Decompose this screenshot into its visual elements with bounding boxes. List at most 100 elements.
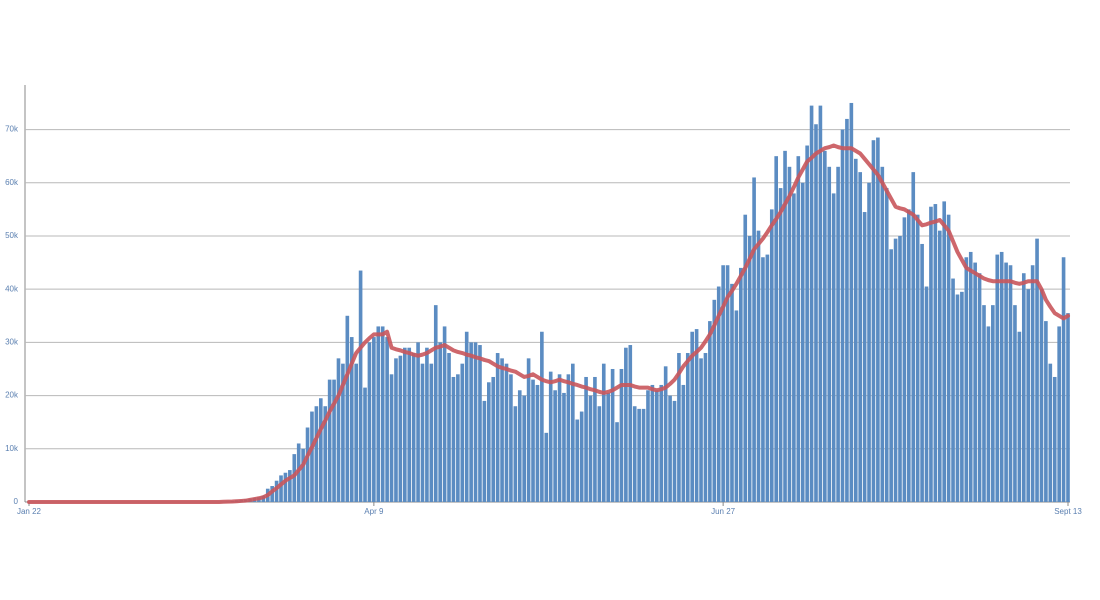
bar	[884, 188, 889, 503]
bar	[464, 331, 469, 502]
bar	[526, 358, 531, 502]
bar	[305, 427, 310, 502]
bar	[853, 158, 858, 503]
bar	[893, 238, 898, 502]
x-tick-label: Jun 27	[711, 507, 736, 516]
bar	[1030, 265, 1035, 502]
bar	[394, 358, 398, 502]
bar	[495, 353, 500, 502]
bar	[420, 363, 425, 502]
bar	[513, 406, 518, 502]
bar	[562, 392, 566, 502]
bar	[425, 347, 429, 502]
bar	[318, 398, 323, 502]
bar	[911, 172, 916, 502]
bar	[840, 129, 845, 503]
bar	[747, 235, 752, 502]
bar	[456, 374, 460, 502]
bar	[783, 150, 787, 502]
bar	[376, 326, 381, 502]
bar	[548, 371, 553, 502]
bar	[279, 475, 283, 502]
bar	[871, 140, 876, 502]
bar	[694, 329, 699, 502]
bar	[809, 105, 814, 502]
bar	[677, 353, 681, 502]
bar	[712, 299, 717, 502]
bar	[332, 379, 336, 502]
bar	[672, 400, 677, 502]
bar	[929, 206, 933, 502]
y-tick-label: 40k	[5, 284, 19, 293]
bar	[411, 353, 416, 502]
bar	[314, 406, 319, 502]
bar	[823, 150, 827, 502]
bar	[460, 363, 465, 502]
bar	[451, 376, 456, 502]
bar	[478, 345, 482, 502]
y-tick-label: 70k	[5, 125, 19, 134]
bar	[553, 390, 557, 502]
bar	[920, 243, 924, 502]
bar	[867, 182, 871, 502]
bar	[327, 379, 332, 502]
bar	[531, 379, 535, 502]
bar	[544, 432, 549, 502]
bar	[270, 486, 274, 502]
x-tick-label: Jan 22	[17, 507, 42, 516]
bar	[915, 214, 920, 502]
bar	[646, 390, 650, 502]
bar	[380, 326, 385, 502]
bar	[818, 105, 823, 502]
bar	[429, 363, 434, 502]
bar	[372, 337, 376, 502]
bar	[438, 342, 442, 502]
bar	[862, 212, 867, 503]
bar	[849, 102, 854, 502]
bar	[584, 376, 588, 502]
bar	[655, 390, 659, 502]
bar	[522, 395, 526, 502]
bar	[889, 249, 893, 502]
y-tick-label: 60k	[5, 178, 19, 187]
bar	[491, 376, 496, 502]
bar	[1035, 238, 1039, 502]
bar	[363, 387, 367, 502]
bar	[606, 392, 610, 502]
x-tick-label: Sept 13	[1054, 507, 1082, 516]
bar	[659, 384, 664, 502]
bar	[787, 166, 792, 503]
bar	[774, 156, 779, 502]
bar	[557, 374, 562, 502]
y-tick-label: 30k	[5, 337, 19, 346]
bar	[769, 209, 774, 502]
average-line	[27, 143, 1070, 504]
bar	[668, 395, 672, 502]
bar	[982, 305, 986, 502]
bar	[1066, 313, 1070, 502]
bar	[756, 230, 761, 502]
bar	[800, 182, 805, 502]
bar	[341, 363, 345, 502]
bar	[836, 166, 840, 503]
bar	[310, 411, 314, 502]
bar	[292, 454, 297, 502]
bar	[650, 384, 655, 502]
bar	[487, 382, 491, 502]
bar	[323, 406, 328, 502]
bar	[721, 265, 725, 502]
x-tick-label: Apr 9	[364, 507, 384, 516]
bar	[805, 145, 809, 502]
bar	[288, 470, 292, 502]
bar	[469, 342, 473, 502]
bar	[977, 273, 982, 502]
bar	[283, 472, 288, 502]
bar	[880, 166, 885, 503]
bar	[708, 321, 712, 502]
bar	[473, 342, 478, 502]
bar	[725, 265, 730, 502]
bar	[734, 310, 739, 502]
bar	[358, 270, 363, 502]
bar	[593, 376, 597, 502]
